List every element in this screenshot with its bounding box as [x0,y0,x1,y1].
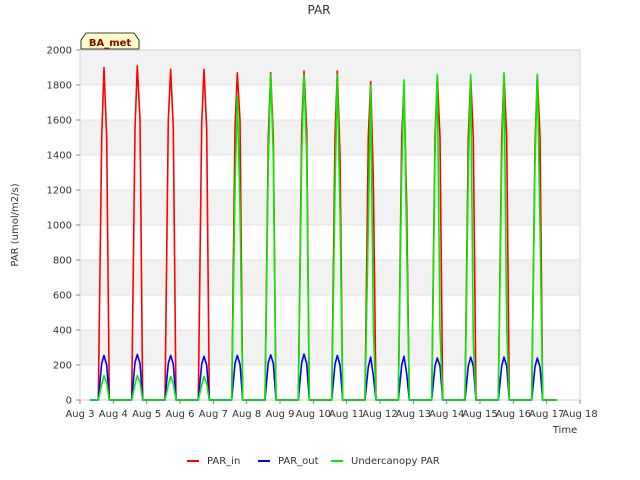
site-label-box: BA_met [80,32,140,50]
x-tick-label: Aug 7 [199,409,228,420]
plot-band [80,85,580,120]
y-tick-label: 200 [53,361,72,372]
x-tick-label: Aug 13 [396,409,431,420]
plot-bands [80,50,580,400]
x-tick-label: Aug 9 [265,409,294,420]
plot-band [80,330,580,365]
x-axis-label: Time [552,425,577,436]
series-line-undercanopy-par [90,72,557,401]
legend-label: PAR_out [278,456,319,467]
x-tick-label: Aug 8 [232,409,261,420]
site-label: BA_met [89,38,132,49]
y-tick-label: 0 [66,396,72,407]
y-axis: 0 200 400 600 800 1000 1200 1400 1600 1800 2000 [47,46,80,407]
y-tick-label: 2000 [47,46,72,57]
plot-band [80,50,580,85]
x-tick-label: Aug 12 [362,409,397,420]
plot-band [80,295,580,330]
plot-band [80,260,580,295]
y-tick-label: 1000 [47,221,72,232]
series-lines [90,65,557,401]
x-tick-label: Aug 16 [496,409,531,420]
y-tick-label: 1400 [47,151,72,162]
x-tick-label: Aug 11 [329,409,364,420]
x-tick-label: Aug 10 [296,409,331,420]
x-tick-label: Aug 18 [562,409,597,420]
x-tick-label: Aug 4 [99,409,128,420]
legend: PAR_in PAR_out Undercanopy PAR [187,456,440,467]
x-tick-label: Aug 6 [165,409,194,420]
y-tick-label: 400 [53,326,72,337]
chart-title: PAR [307,3,330,17]
plot-band [80,190,580,225]
x-tick-label: Aug 3 [65,409,94,420]
x-tick-label: Aug 5 [132,409,161,420]
x-tick-label: Aug 15 [462,409,497,420]
y-tick-label: 800 [53,256,72,267]
y-tick-label: 1600 [47,116,72,127]
site-label-badge [80,32,140,50]
plot-band [80,365,580,400]
x-axis: Aug 3 Aug 4 Aug 5 Aug 6 Aug 7 Aug 8 Aug 9 Aug 1… [65,400,598,420]
y-tick-label: 1800 [47,81,72,92]
plot-band [80,225,580,260]
plot-band [80,155,580,190]
legend-label: PAR_in [207,456,240,467]
x-tick-label: Aug 17 [529,409,564,420]
y-tick-label: 600 [53,291,72,302]
y-tick-label: 1200 [47,186,72,197]
y-axis-label: PAR (umol/m2/s) [10,183,21,266]
x-tick-label: Aug 14 [429,409,464,420]
plot-band [80,120,580,155]
legend-label: Undercanopy PAR [351,456,440,467]
